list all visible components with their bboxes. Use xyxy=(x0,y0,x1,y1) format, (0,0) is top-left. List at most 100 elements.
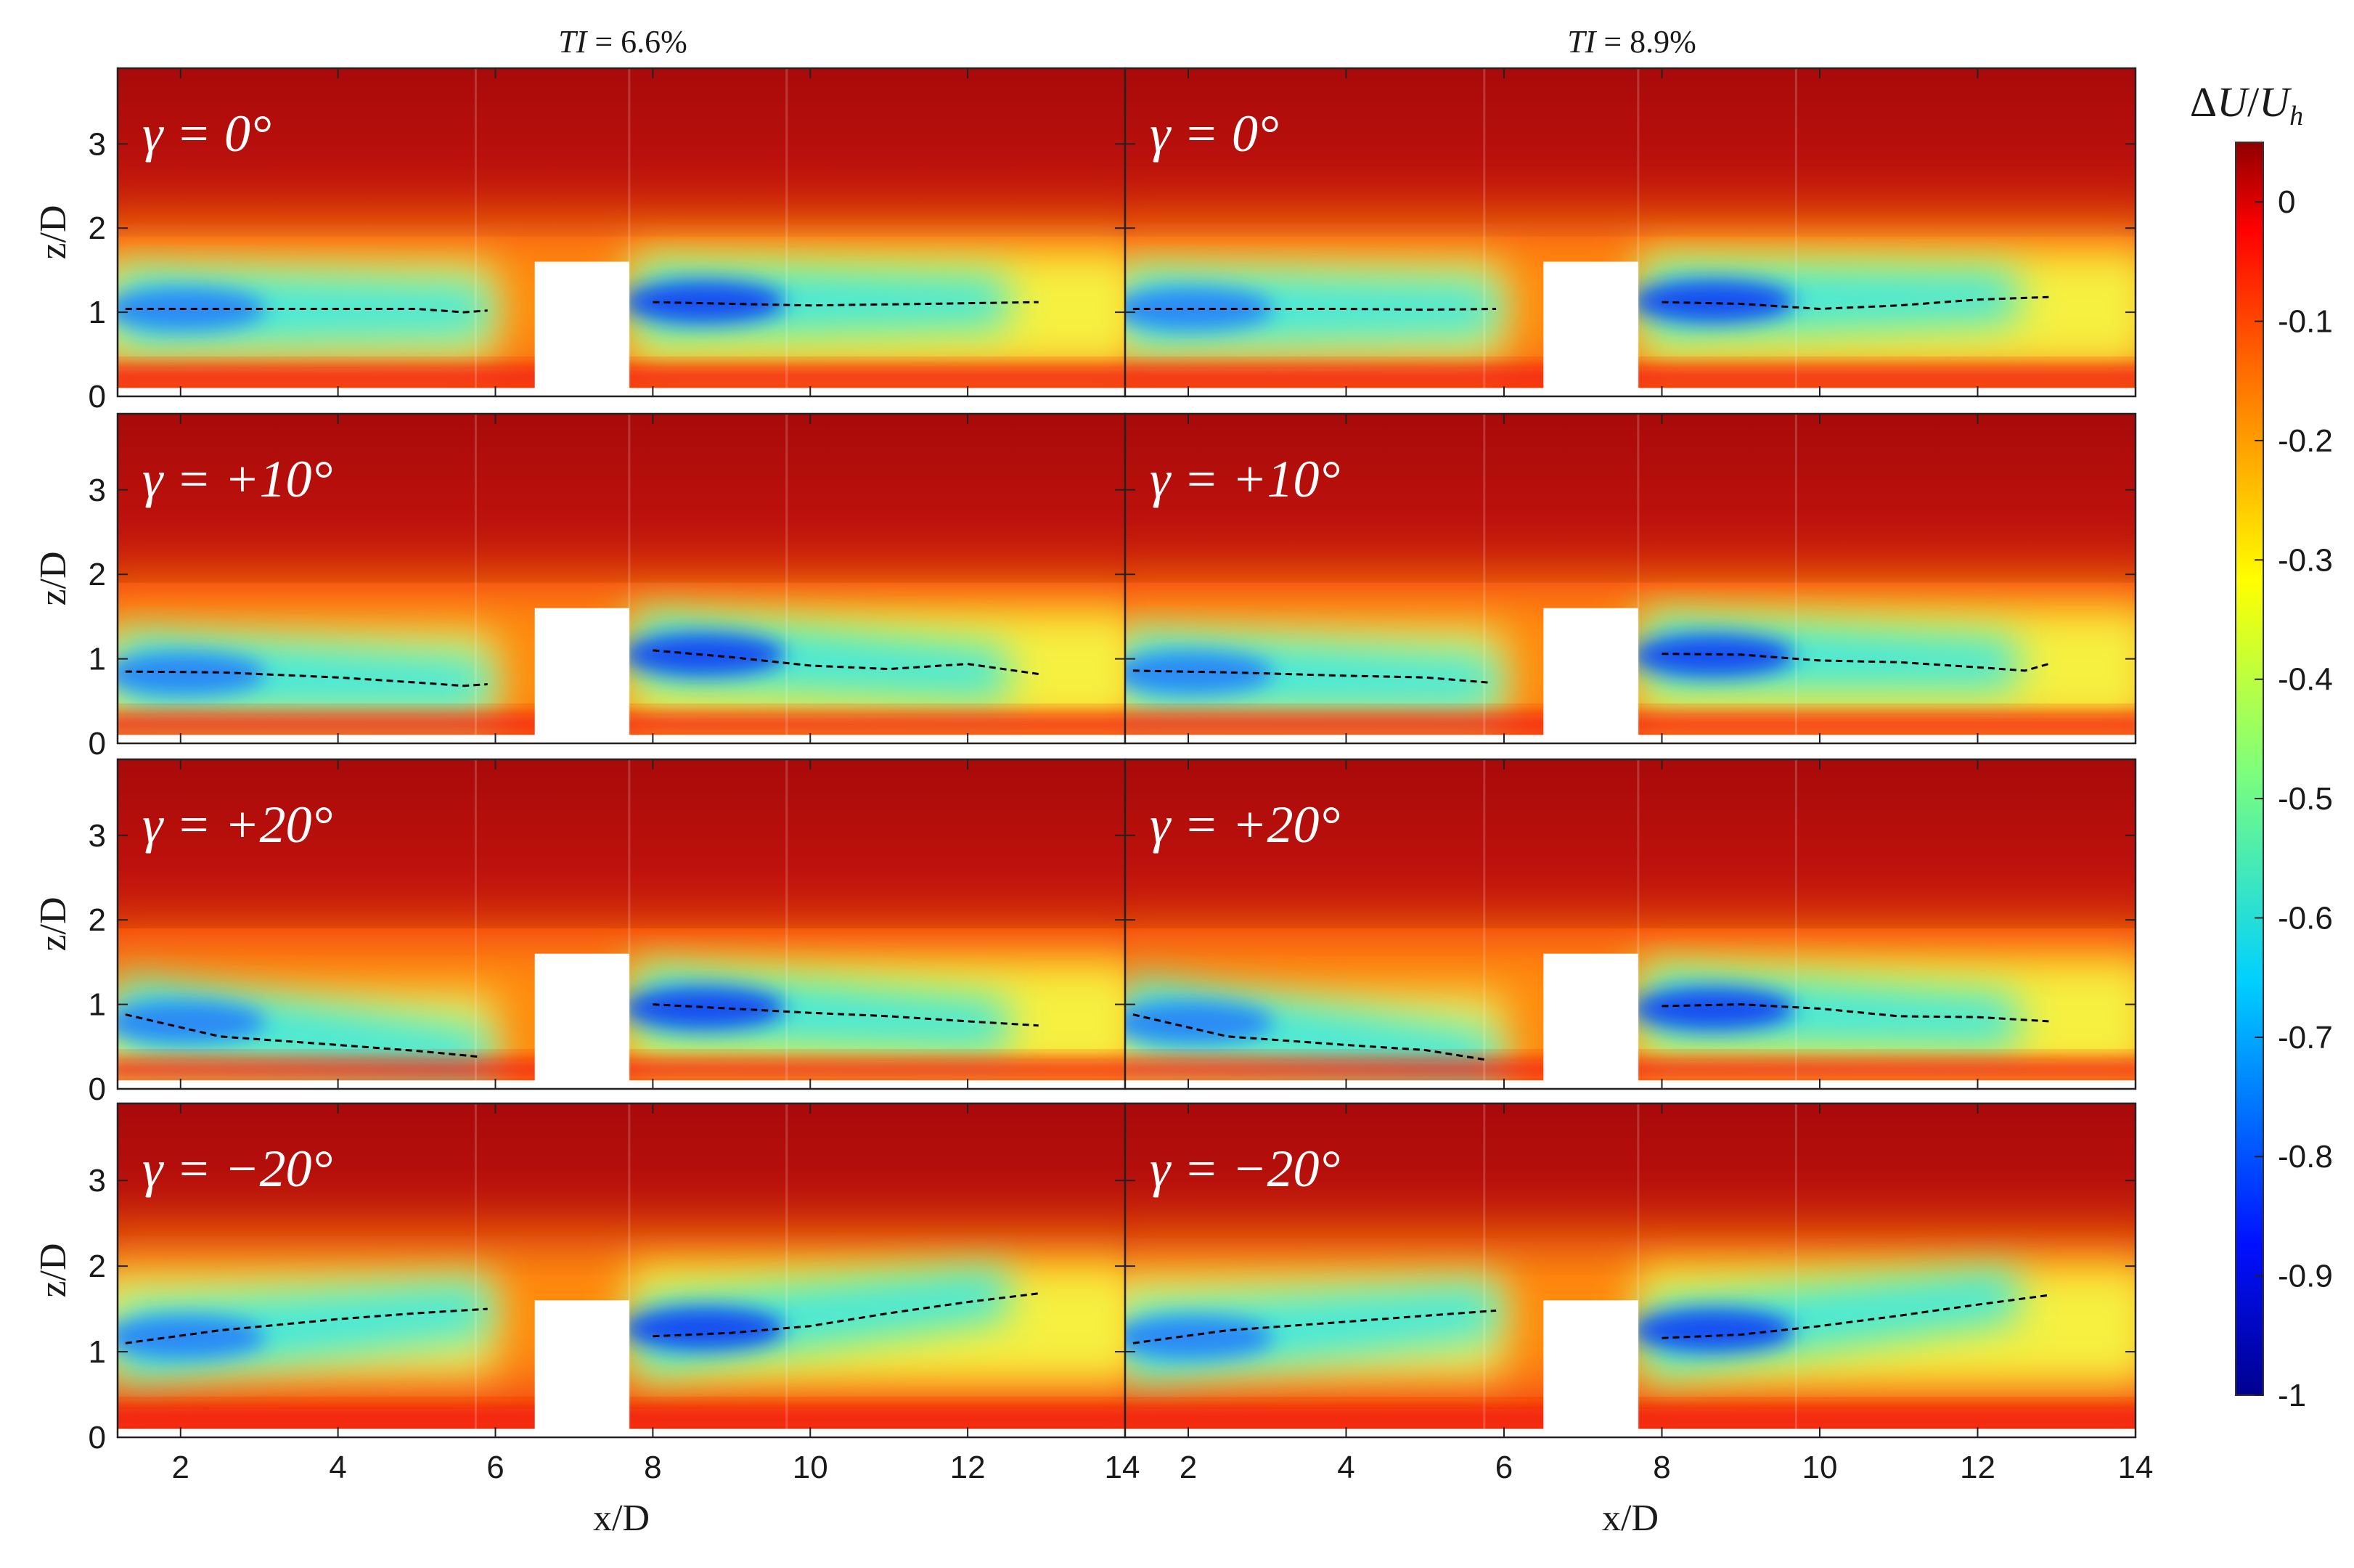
x-tick-label: 6 xyxy=(1495,1450,1513,1485)
column-title-left: TI = 6.6% xyxy=(558,24,687,60)
yaw-angle-label: γ = +10° xyxy=(142,450,332,508)
panel-field xyxy=(118,68,1125,396)
y-tick-label: 0 xyxy=(89,1071,106,1107)
colorbar-tick-label: -0.8 xyxy=(2278,1139,2333,1175)
turbine-mask xyxy=(1543,608,1638,743)
y-tick-label: 3 xyxy=(89,473,106,508)
y-tick-label: 1 xyxy=(89,1334,106,1370)
y-tick-label: 2 xyxy=(89,1249,106,1284)
wake-core-downstream-blue xyxy=(1631,987,1795,1031)
x-tick-label: 6 xyxy=(486,1450,504,1485)
y-tick-label: 3 xyxy=(89,818,106,854)
wake-core-upstream-blue xyxy=(1125,1001,1274,1045)
x-tick-label: 8 xyxy=(644,1450,661,1485)
wake-core-downstream-blue xyxy=(622,1307,785,1350)
turbine-mask xyxy=(1543,261,1638,396)
y-axis-label: z/D xyxy=(33,1243,74,1297)
wake-center-line-upstream xyxy=(125,1307,488,1344)
x-tick-label: 14 xyxy=(2118,1450,2154,1485)
y-axis-label: z/D xyxy=(33,897,74,951)
wake-core-upstream-blue xyxy=(118,1000,266,1044)
panel-r0-c1: γ = 0° xyxy=(1124,67,2137,398)
y-tick-label: 0 xyxy=(89,726,106,761)
y-tick-label: 3 xyxy=(89,1163,106,1199)
wake-core-downstream-blue xyxy=(1631,279,1795,323)
yaw-angle-label: γ = +10° xyxy=(1150,450,1340,508)
wake-center-line-downstream xyxy=(1662,1003,2049,1023)
x-tick-label: 2 xyxy=(1180,1450,1197,1485)
yaw-angle-label: γ = −20° xyxy=(1150,1140,1340,1198)
wake-center-line-upstream xyxy=(125,308,488,314)
wake-core-downstream-blue xyxy=(622,633,785,677)
panel-field xyxy=(1125,1103,2136,1437)
y-tick-label: 2 xyxy=(89,557,106,592)
wake-center-line-upstream xyxy=(1132,1013,1489,1061)
colorbar-tick-label: -0.4 xyxy=(2278,662,2333,698)
y-tick-label: 1 xyxy=(89,295,106,330)
turbine-mask xyxy=(534,953,629,1089)
panel-frame xyxy=(1124,1102,2137,1439)
panel-frame xyxy=(1124,67,2137,398)
turbine-mask xyxy=(534,608,629,743)
x-tick-label: 12 xyxy=(1960,1450,1995,1485)
x-tick-label: 12 xyxy=(950,1450,986,1485)
colorbar-gradient xyxy=(2235,142,2264,1396)
panel-field xyxy=(1125,414,2136,743)
panel-field xyxy=(118,759,1125,1089)
wake-center-line-downstream xyxy=(1662,653,2049,672)
x-axis-label: x/D xyxy=(1602,1498,1659,1539)
panel-field xyxy=(118,1103,1125,1437)
wake-center-line-upstream xyxy=(1132,308,1497,311)
yaw-angle-label: γ = +20° xyxy=(142,796,332,854)
wake-center-line-upstream xyxy=(1132,1309,1497,1344)
panel-r0-c0: γ = 0° 0 1 2 3 z/D xyxy=(33,67,1127,415)
colorbar-tick-label: -0.5 xyxy=(2278,781,2333,817)
x-tick-label: 14 xyxy=(1105,1450,1140,1485)
panel-field xyxy=(1125,759,2136,1089)
wake-center-line-downstream xyxy=(653,1292,1039,1338)
x-tick-label: 4 xyxy=(1337,1450,1354,1485)
panel-frame xyxy=(1124,758,2137,1090)
turbine-mask xyxy=(1543,953,1638,1089)
wake-center-line-upstream xyxy=(1132,669,1489,684)
x-tick-label: 2 xyxy=(172,1450,189,1485)
panel-field xyxy=(118,414,1125,743)
colorbar-tick-label: -0.1 xyxy=(2278,304,2333,340)
wake-center-line-downstream xyxy=(653,301,1039,307)
wake-center-line-downstream xyxy=(653,649,1039,675)
column-title-right: TI = 8.9% xyxy=(1567,24,1696,60)
colorbar-tick-label: -0.3 xyxy=(2278,542,2333,578)
y-tick-label: 0 xyxy=(89,379,106,415)
panel-r2-c0: γ = +20° 0 1 2 3 z/D xyxy=(33,758,1127,1107)
wake-core-downstream-blue xyxy=(1631,1308,1795,1352)
colorbar-tick-label: -0.6 xyxy=(2278,900,2333,936)
panel-r1-c0: γ = +10° 0 1 2 3 z/D xyxy=(33,412,1127,761)
yaw-angle-label: γ = 0° xyxy=(142,105,271,163)
colorbar: ΔU/Uh 0 -0.1 -0.2 -0.3 -0.4 -0.5 -0.6 -0.7 -0.8 -… xyxy=(2190,78,2333,1413)
colorbar-tick-label: -1 xyxy=(2278,1378,2306,1413)
turbine-mask xyxy=(534,1300,629,1437)
y-axis-label: z/D xyxy=(33,205,74,259)
panel-r3-c1: γ = −20° 2 4 6 8 10 12 14 x/D xyxy=(1124,1102,2154,1539)
panel-field xyxy=(1125,68,2136,396)
wake-core-downstream-blue xyxy=(622,280,785,324)
colorbar-ticks: 0 -0.1 -0.2 -0.3 -0.4 -0.5 -0.6 -0.7 -0.8 -0.9 -1 xyxy=(2255,184,2333,1413)
wake-center-line-downstream xyxy=(1662,1294,2049,1339)
wake-center-line-downstream xyxy=(653,1003,1039,1027)
y-tick-label: 2 xyxy=(89,211,106,246)
wake-core-upstream-blue xyxy=(118,1315,266,1359)
wake-core-downstream-blue xyxy=(622,987,785,1030)
colorbar-title: ΔU/Uh xyxy=(2190,78,2303,131)
wake-center-line-upstream xyxy=(125,670,488,687)
y-axis-label: z/D xyxy=(33,551,74,605)
turbine-mask xyxy=(1543,1300,1638,1437)
y-tick-label: 2 xyxy=(89,902,106,938)
panel-r2-c1: γ = +20° xyxy=(1124,758,2137,1090)
wake-core-downstream-blue xyxy=(1631,634,1795,677)
panel-frame xyxy=(1124,412,2137,745)
x-tick-label: 10 xyxy=(793,1450,828,1485)
yaw-angle-label: γ = +20° xyxy=(1150,796,1340,854)
